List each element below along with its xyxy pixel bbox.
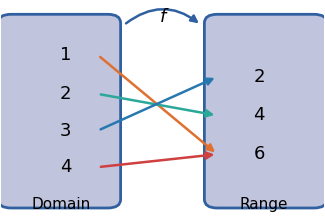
Text: 4: 4 [60,158,72,176]
Text: 2: 2 [254,68,265,86]
Text: 4: 4 [254,106,265,124]
Text: 3: 3 [60,121,72,140]
Text: 6: 6 [254,145,265,163]
Text: 1: 1 [60,46,72,64]
Text: 2: 2 [60,85,72,103]
Text: Range: Range [240,197,288,212]
Text: f: f [159,8,166,26]
FancyBboxPatch shape [204,14,325,208]
Text: Domain: Domain [32,197,91,212]
FancyBboxPatch shape [0,14,121,208]
